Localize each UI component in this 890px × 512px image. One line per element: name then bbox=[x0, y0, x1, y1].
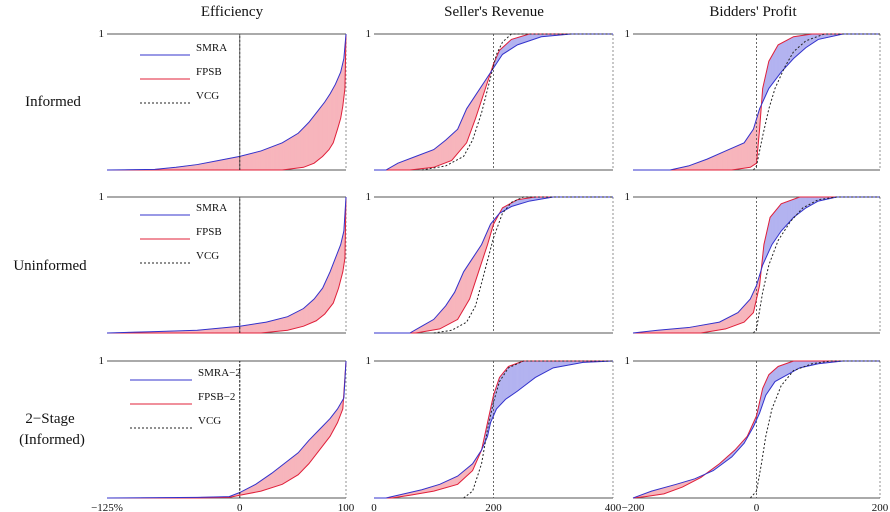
series-line-fpsb bbox=[633, 33, 880, 171]
panel-3-1: 1 −125% 0 100 SMRA−2 FPSB−2 VCG bbox=[91, 355, 355, 512]
row-labels: Informed Uninformed 2−Stage (Informed) bbox=[13, 94, 87, 448]
legend-label: VCG bbox=[198, 415, 221, 427]
panel-3-2: 1 0 200 400 bbox=[366, 355, 622, 512]
x-tick-label: 400 bbox=[605, 502, 622, 512]
series-line-smra bbox=[106, 196, 347, 334]
x-tick-label: −200 bbox=[622, 502, 645, 512]
legend: SMRA−2 FPSB−2 VCG bbox=[130, 367, 241, 429]
legend-label: FPSB bbox=[196, 226, 222, 238]
y-tick-label: 1 bbox=[625, 355, 631, 367]
legend: SMRA FPSB VCG bbox=[140, 202, 227, 264]
x-tick-label: 200 bbox=[485, 502, 502, 512]
series-line-vcg bbox=[753, 196, 880, 334]
y-tick-label: 1 bbox=[625, 28, 631, 40]
col-title-bidders-profit: Bidders' Profit bbox=[709, 4, 797, 20]
legend-label: SMRA bbox=[196, 202, 227, 214]
series-line-fpsb bbox=[632, 360, 880, 499]
panel-2-2: 1 bbox=[366, 191, 614, 334]
x-tick-label: 100 bbox=[338, 502, 355, 512]
y-tick-label: 1 bbox=[625, 191, 631, 203]
legend-label: SMRA bbox=[196, 42, 227, 54]
row-label-informed: Informed bbox=[25, 94, 81, 110]
legend-label: VCG bbox=[196, 90, 219, 102]
series-line-smra bbox=[632, 196, 880, 334]
row-label-uninformed: Uninformed bbox=[13, 258, 87, 274]
y-tick-label: 1 bbox=[366, 191, 372, 203]
col-title-sellers-revenue: Seller's Revenue bbox=[444, 4, 544, 20]
row-label-two-stage-informed: (Informed) bbox=[19, 432, 85, 448]
series-line-smra bbox=[106, 360, 347, 499]
column-titles: Efficiency Seller's Revenue Bidders' Pro… bbox=[201, 4, 798, 20]
legend-label: VCG bbox=[196, 250, 219, 262]
series-line-vcg bbox=[749, 360, 880, 499]
panel-2-1: 1 SMRA FPSB VCG bbox=[99, 191, 347, 334]
legend-label: FPSB bbox=[196, 66, 222, 78]
legend: SMRA FPSB VCG bbox=[140, 42, 227, 104]
panel-1-2: 1 bbox=[366, 28, 614, 171]
x-tick-label: 0 bbox=[754, 502, 760, 512]
series-line-fpsb bbox=[374, 196, 613, 334]
y-tick-label: 1 bbox=[99, 28, 105, 40]
x-tick-label: 0 bbox=[371, 502, 377, 512]
series-line-smra bbox=[374, 33, 613, 171]
series-line-fpsb bbox=[374, 33, 613, 171]
x-tick-label: 0 bbox=[237, 502, 243, 512]
legend-label: SMRA−2 bbox=[198, 367, 241, 379]
series-line-smra bbox=[632, 360, 880, 499]
series-line-fpsb bbox=[107, 196, 347, 334]
series-line-smra bbox=[633, 33, 880, 171]
y-tick-label: 1 bbox=[366, 355, 372, 367]
panel-1-1: 1 SMRA FPSB VCG bbox=[99, 28, 347, 171]
y-tick-label: 1 bbox=[366, 28, 372, 40]
series-line-smra bbox=[374, 360, 614, 499]
x-tick-label: 200 bbox=[872, 502, 889, 512]
x-tick-label: −125% bbox=[91, 502, 123, 512]
series-line-fpsb bbox=[107, 33, 347, 171]
panel-3-3: 1 −200 0 200 bbox=[622, 355, 889, 512]
y-tick-label: 1 bbox=[99, 191, 105, 203]
series-line-vcg bbox=[753, 33, 880, 171]
series-line-fpsb bbox=[633, 196, 880, 334]
series-line-smra bbox=[374, 196, 613, 334]
series-line-fpsb bbox=[107, 360, 347, 499]
series-line-smra bbox=[106, 33, 347, 171]
series-line-vcg bbox=[463, 360, 613, 499]
col-title-efficiency: Efficiency bbox=[201, 4, 264, 20]
legend-label: FPSB−2 bbox=[198, 391, 235, 403]
panel-2-3: 1 bbox=[625, 191, 881, 334]
panel-1-3: 1 bbox=[625, 28, 881, 171]
row-label-two-stage: 2−Stage bbox=[25, 411, 75, 427]
y-tick-label: 1 bbox=[99, 355, 105, 367]
